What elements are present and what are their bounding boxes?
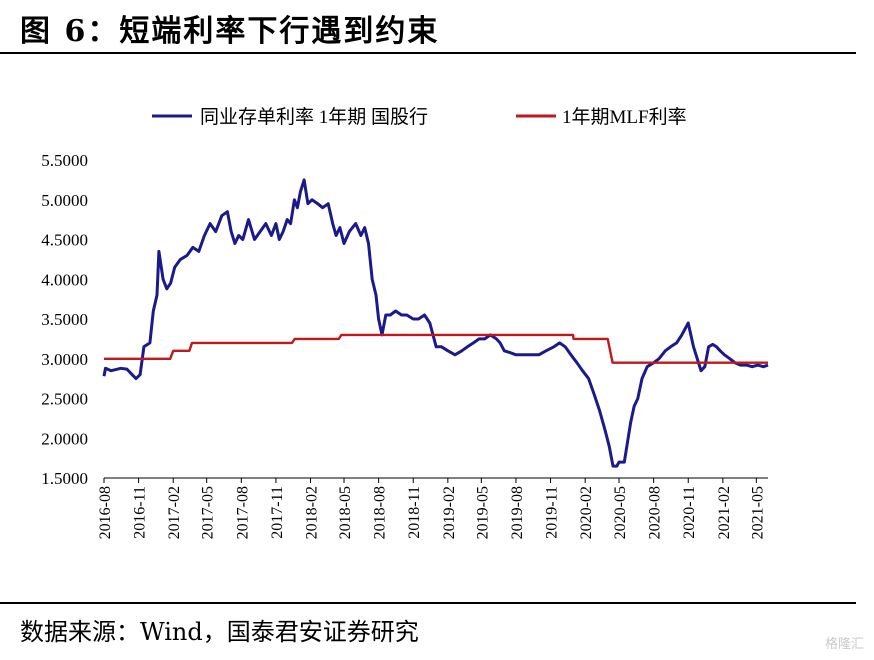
x-tick-label: 2017-11 <box>269 486 286 539</box>
source-note: 数据来源：Wind，国泰君安证券研究 <box>20 618 419 646</box>
x-tick-label: 2018-05 <box>337 486 354 539</box>
top-rule <box>0 52 856 54</box>
x-tick-label: 2018-11 <box>406 486 423 539</box>
legend-label-interbank: 同业存单利率 1年期 国股行 <box>200 106 428 128</box>
chart-plot-area <box>102 178 769 468</box>
x-tick-label: 2019-11 <box>544 486 561 539</box>
x-tick-label: 2017-08 <box>234 486 251 539</box>
figure-title: 图 6：短端利率下行遇到约束 <box>20 14 440 49</box>
line-chart: 同业存单利率 1年期 国股行 1年期MLF利率 5.5000 5.0000 4.50… <box>41 106 769 539</box>
x-tick-label: 2016-08 <box>97 486 114 539</box>
x-tick-label: 2017-02 <box>166 486 183 539</box>
x-tick-label: 2020-05 <box>612 486 629 539</box>
x-tick-label: 2021-05 <box>749 486 766 539</box>
x-tick-label: 2021-02 <box>716 486 733 539</box>
x-tick-label: 2020-11 <box>681 486 698 539</box>
x-tick-label: 2019-05 <box>474 486 491 539</box>
x-tick-label: 2018-08 <box>372 486 389 539</box>
y-tick-label: 5.5000 <box>41 151 88 170</box>
chart-axes: 5.5000 5.0000 4.5000 4.0000 3.5000 3.0000 2.50… <box>41 151 768 539</box>
x-tick-label: 2019-02 <box>441 486 458 539</box>
x-tick-label: 2019-08 <box>509 486 526 539</box>
y-tick-label: 2.0000 <box>41 429 88 448</box>
interbank-rate-line <box>102 178 769 468</box>
y-tick-label: 3.0000 <box>41 350 88 369</box>
bottom-rule <box>0 602 856 604</box>
legend-label-mlf: 1年期MLF利率 <box>562 106 687 128</box>
y-tick-label: 4.5000 <box>41 231 88 250</box>
x-tick-label: 2016-11 <box>132 486 149 539</box>
chart-legend: 同业存单利率 1年期 国股行 1年期MLF利率 <box>152 106 687 128</box>
mlf-rate-line <box>104 333 768 364</box>
y-tick-label: 2.5000 <box>41 390 88 409</box>
x-tick-label: 2020-02 <box>578 486 595 539</box>
x-tick-label: 2018-02 <box>304 486 321 539</box>
y-tick-label: 1.5000 <box>41 469 88 488</box>
x-tick-label: 2020-08 <box>647 486 664 539</box>
y-tick-label: 4.0000 <box>41 270 88 289</box>
y-tick-label: 5.0000 <box>41 191 88 210</box>
watermark-logo: 格隆汇 <box>824 637 864 652</box>
x-tick-label: 2017-05 <box>200 486 217 539</box>
y-tick-label: 3.5000 <box>41 310 88 329</box>
